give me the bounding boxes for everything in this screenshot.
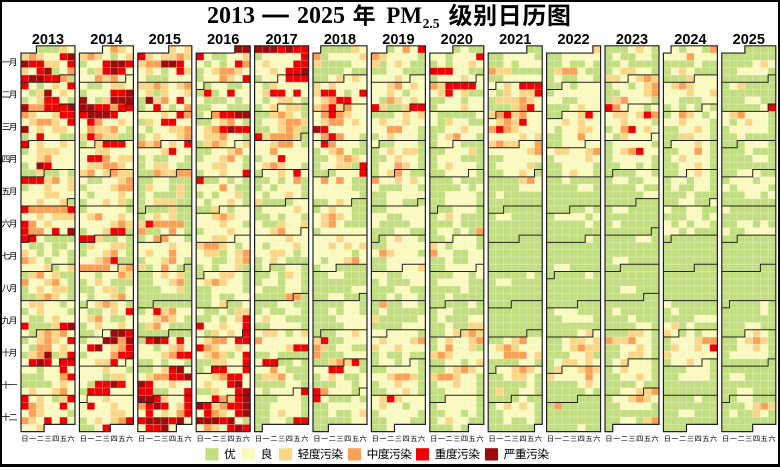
- svg-text:2014: 2014: [90, 32, 122, 48]
- svg-text:2019: 2019: [382, 32, 414, 48]
- svg-text:2017: 2017: [265, 32, 297, 48]
- svg-text:2022: 2022: [557, 32, 589, 48]
- svg-text:2.5: 2.5: [423, 16, 440, 31]
- svg-text:2020: 2020: [441, 32, 473, 48]
- svg-text:2025: 2025: [297, 3, 345, 29]
- svg-text:PM: PM: [386, 3, 422, 28]
- svg-text:2024: 2024: [674, 32, 706, 48]
- svg-text:2025: 2025: [733, 32, 765, 48]
- svg-text:2018: 2018: [324, 32, 356, 48]
- svg-text:2021: 2021: [499, 32, 531, 48]
- svg-text:2015: 2015: [149, 32, 181, 48]
- svg-text:2013: 2013: [32, 32, 64, 48]
- svg-text:2013: 2013: [207, 3, 255, 29]
- svg-text:2016: 2016: [207, 32, 239, 48]
- svg-text:2023: 2023: [616, 32, 648, 48]
